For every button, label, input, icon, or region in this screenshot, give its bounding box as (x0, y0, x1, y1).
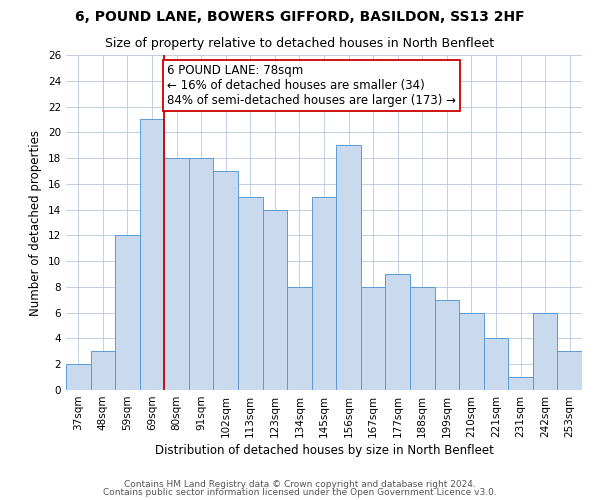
Bar (336, 145, 361, 390)
Bar (263, 210, 287, 390)
Bar (164, 158, 189, 390)
Bar (115, 236, 140, 390)
Bar (484, 338, 508, 390)
Bar (91, 352, 115, 390)
Bar (189, 158, 214, 390)
Text: Contains HM Land Registry data © Crown copyright and database right 2024.: Contains HM Land Registry data © Crown c… (124, 480, 476, 489)
Bar (140, 120, 164, 390)
Bar (238, 196, 263, 390)
Text: 6 POUND LANE: 78sqm
← 16% of detached houses are smaller (34)
84% of semi-detach: 6 POUND LANE: 78sqm ← 16% of detached ho… (167, 64, 456, 107)
Bar (508, 377, 533, 390)
Bar (361, 287, 385, 390)
Bar (312, 196, 336, 390)
Bar (410, 287, 434, 390)
Text: Contains public sector information licensed under the Open Government Licence v3: Contains public sector information licen… (103, 488, 497, 497)
Text: 6, POUND LANE, BOWERS GIFFORD, BASILDON, SS13 2HF: 6, POUND LANE, BOWERS GIFFORD, BASILDON,… (75, 10, 525, 24)
Text: Size of property relative to detached houses in North Benfleet: Size of property relative to detached ho… (106, 38, 494, 51)
Y-axis label: Number of detached properties: Number of detached properties (29, 130, 43, 316)
Bar (66, 364, 91, 390)
Bar (214, 171, 238, 390)
Bar (459, 312, 484, 390)
Bar (434, 300, 459, 390)
Bar (287, 287, 312, 390)
Bar (385, 274, 410, 390)
X-axis label: Distribution of detached houses by size in North Benfleet: Distribution of detached houses by size … (155, 444, 493, 457)
Bar (533, 312, 557, 390)
Bar (557, 352, 582, 390)
